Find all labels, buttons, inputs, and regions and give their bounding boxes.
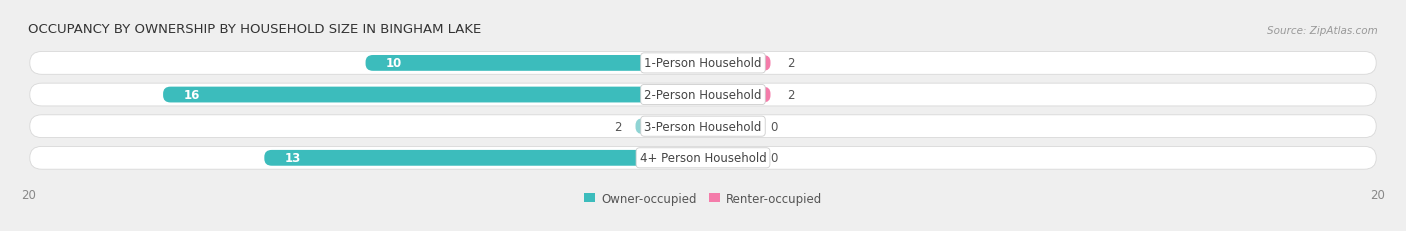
Text: 13: 13 <box>284 152 301 165</box>
FancyBboxPatch shape <box>30 147 1376 170</box>
Text: 0: 0 <box>770 152 778 165</box>
FancyBboxPatch shape <box>703 87 770 103</box>
Text: 3-Person Household: 3-Person Household <box>644 120 762 133</box>
FancyBboxPatch shape <box>703 150 754 166</box>
Text: 2: 2 <box>787 57 794 70</box>
Text: Source: ZipAtlas.com: Source: ZipAtlas.com <box>1267 26 1378 36</box>
Text: 10: 10 <box>385 57 402 70</box>
FancyBboxPatch shape <box>366 56 703 72</box>
Text: 1-Person Household: 1-Person Household <box>644 57 762 70</box>
FancyBboxPatch shape <box>636 119 703 134</box>
FancyBboxPatch shape <box>163 87 703 103</box>
FancyBboxPatch shape <box>30 52 1376 75</box>
FancyBboxPatch shape <box>264 150 703 166</box>
Text: 2: 2 <box>614 120 621 133</box>
Text: 4+ Person Household: 4+ Person Household <box>640 152 766 165</box>
Text: OCCUPANCY BY OWNERSHIP BY HOUSEHOLD SIZE IN BINGHAM LAKE: OCCUPANCY BY OWNERSHIP BY HOUSEHOLD SIZE… <box>28 23 481 36</box>
FancyBboxPatch shape <box>703 56 770 72</box>
Text: 16: 16 <box>183 89 200 102</box>
FancyBboxPatch shape <box>30 84 1376 106</box>
FancyBboxPatch shape <box>30 115 1376 138</box>
Text: 2-Person Household: 2-Person Household <box>644 89 762 102</box>
Text: 0: 0 <box>770 120 778 133</box>
FancyBboxPatch shape <box>703 119 754 134</box>
Legend: Owner-occupied, Renter-occupied: Owner-occupied, Renter-occupied <box>583 192 823 205</box>
Text: 2: 2 <box>787 89 794 102</box>
